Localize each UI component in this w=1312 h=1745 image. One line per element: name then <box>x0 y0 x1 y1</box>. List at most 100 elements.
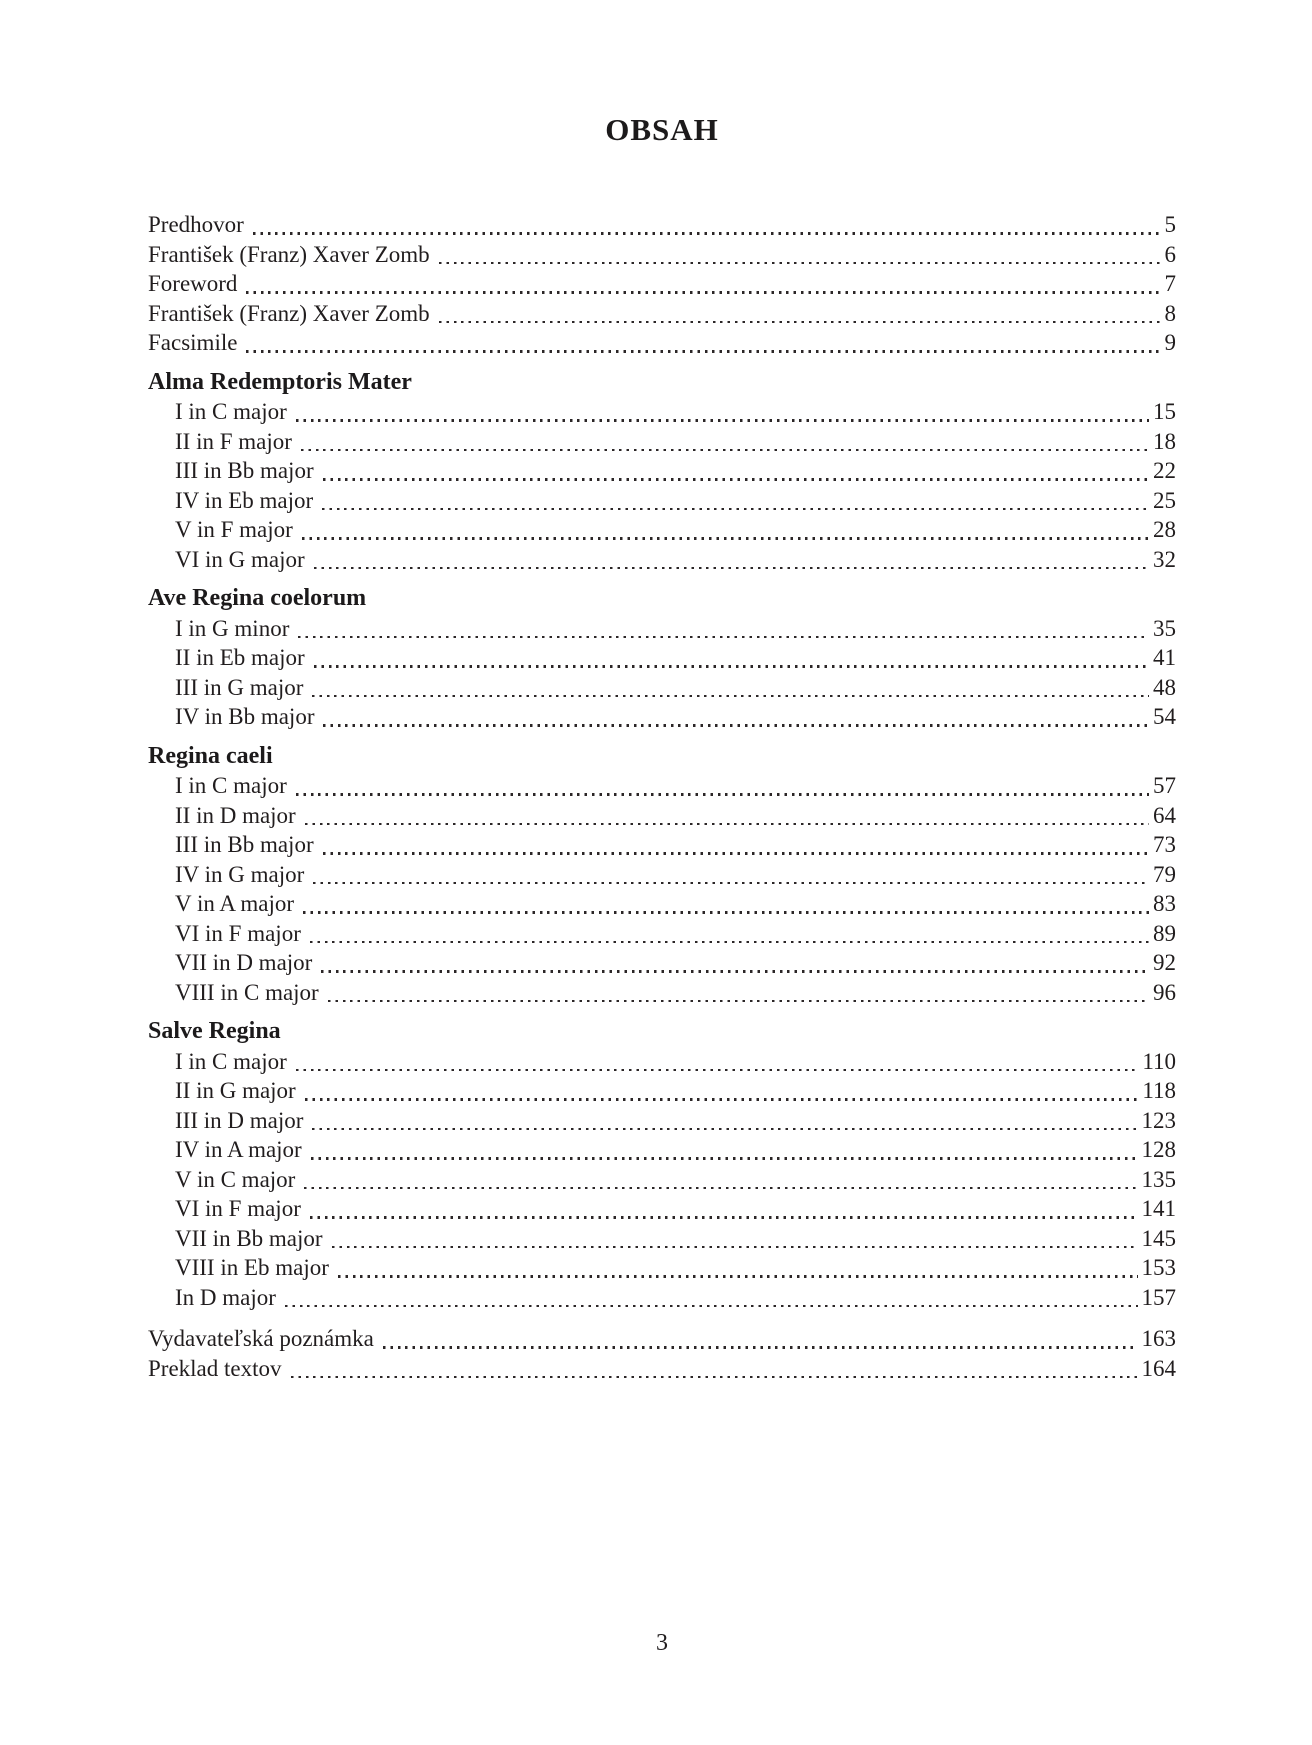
toc-entry: IV in A major 128 <box>148 1135 1176 1165</box>
dot-leader <box>305 643 1153 673</box>
toc-entry-label: III in Bb major <box>175 458 314 483</box>
toc-entry: V in F major 28 <box>148 515 1176 545</box>
toc-section-heading: Alma Redemptoris Mater <box>148 368 412 395</box>
dot-leader <box>276 1283 1142 1313</box>
toc-entry-label: V in C major <box>175 1166 296 1192</box>
toc-entry-label: VI in G major <box>175 546 305 572</box>
toc-entry: II in D major 64 <box>148 801 1176 831</box>
toc-entry-label: VII in Bb major <box>175 1225 323 1251</box>
toc-entry-label: II in F major <box>175 428 292 454</box>
dot-leader <box>319 978 1153 1008</box>
dot-leader <box>293 515 1153 545</box>
toc-entry-label: IV in G major <box>175 861 305 887</box>
dot-leader <box>289 614 1153 644</box>
toc-entry: VII in Bb major 145 <box>148 1224 1176 1254</box>
dot-leader <box>430 240 1165 270</box>
dot-leader <box>244 210 1165 240</box>
toc-entry-page: 15 <box>1153 399 1176 424</box>
toc-entry: II in G major 118 <box>148 1076 1176 1106</box>
toc-entry-page: 83 <box>1153 891 1176 916</box>
toc-entry-page: 57 <box>1153 773 1176 798</box>
toc-entry-page: 73 <box>1153 832 1176 857</box>
dot-leader <box>303 1106 1141 1136</box>
toc-entry: III in Bb major 22 <box>148 456 1176 486</box>
toc-entry-label: III in G major <box>175 674 304 700</box>
toc-section-heading: Regina caeli <box>148 742 273 769</box>
toc-entry-page: 25 <box>1153 487 1176 513</box>
toc-section-heading: Ave Regina coelorum <box>148 585 367 611</box>
toc-entry: IV in G major 79 <box>148 860 1176 890</box>
toc-entry: IV in Bb major 54 <box>148 702 1176 732</box>
dot-leader <box>305 545 1153 575</box>
toc-entry-label: III in Bb major <box>175 832 314 857</box>
toc-entry-page: 141 <box>1141 1196 1177 1221</box>
toc-entry-label: V in A major <box>175 891 295 916</box>
dot-leader <box>287 1047 1143 1077</box>
toc-entry-label: Preklad textov <box>148 1355 282 1381</box>
dot-leader <box>302 1135 1142 1165</box>
dot-leader <box>323 1224 1142 1254</box>
toc-entry-page: 7 <box>1164 271 1177 296</box>
toc-section-heading: Salve Regina <box>148 1018 281 1044</box>
toc-entry-page: 96 <box>1153 979 1176 1005</box>
dot-leader <box>329 1253 1142 1283</box>
toc-entry-page: 28 <box>1153 517 1176 542</box>
dot-leader <box>282 1354 1142 1384</box>
dot-leader <box>237 269 1164 299</box>
toc-entry-label: I in G minor <box>175 615 290 641</box>
toc-entry: III in D major 123 <box>148 1106 1176 1136</box>
dot-leader <box>313 486 1153 516</box>
dot-leader <box>296 801 1153 831</box>
dot-leader <box>294 889 1153 919</box>
footer-page-number: 3 <box>656 1630 668 1656</box>
toc-entry-label: I in C major <box>175 1048 287 1074</box>
toc-entry-page: 9 <box>1164 330 1177 355</box>
toc-entry-page: 18 <box>1153 428 1176 454</box>
toc-entry: VI in G major 32 <box>148 545 1176 575</box>
toc-entry-page: 48 <box>1153 674 1176 700</box>
toc-entry: VI in F major 141 <box>148 1194 1176 1224</box>
toc-entry-page: 64 <box>1153 802 1176 828</box>
dot-leader <box>314 702 1153 732</box>
toc-entry-page: 163 <box>1141 1326 1177 1351</box>
dot-leader <box>295 1165 1141 1195</box>
toc-entry: I in C major 110 <box>148 1047 1176 1077</box>
toc-entry: IV in Eb major 25 <box>148 486 1176 516</box>
dot-leader <box>303 673 1153 703</box>
toc-entry-page: 89 <box>1153 920 1176 946</box>
toc-entry-label: Predhovor <box>148 212 244 237</box>
toc-entry-label: IV in Eb major <box>175 487 314 513</box>
toc-entry: VIII in C major 96 <box>148 978 1176 1008</box>
dot-leader <box>287 771 1153 801</box>
toc-entry: I in C major 15 <box>148 397 1176 427</box>
toc-entry-page: 110 <box>1142 1048 1176 1074</box>
toc-entry-page: 79 <box>1153 861 1176 887</box>
toc-entry: III in Bb major 73 <box>148 830 1176 860</box>
toc-entry: Facsimile 9 <box>148 328 1176 358</box>
toc-entry-page: 123 <box>1141 1107 1177 1133</box>
toc-entry: III in G major 48 <box>148 673 1176 703</box>
toc-entry-label: VI in F major <box>175 1196 301 1221</box>
toc-entry: VIII in Eb major 153 <box>148 1253 1176 1283</box>
toc-entry-label: František (Franz) Xaver Zomb <box>148 300 430 326</box>
toc-entry: František (Franz) Xaver Zomb 8 <box>148 299 1176 329</box>
toc-entry-page: 135 <box>1141 1166 1177 1192</box>
toc-entry: V in C major 135 <box>148 1165 1176 1195</box>
toc-entry: In D major 157 <box>148 1283 1176 1313</box>
toc-entry-page: 8 <box>1164 300 1177 326</box>
page-title: OBSAH <box>605 112 719 147</box>
toc-entry-page: 164 <box>1141 1355 1177 1381</box>
toc-entry-label: II in Eb major <box>175 645 305 670</box>
dot-leader <box>287 397 1153 427</box>
dot-leader <box>296 1076 1143 1106</box>
toc-entry-page: 22 <box>1153 458 1176 483</box>
toc-entry: VI in F major 89 <box>148 919 1176 949</box>
toc-entry-label: Foreword <box>148 271 238 296</box>
dot-leader <box>314 456 1153 486</box>
dot-leader <box>301 1194 1142 1224</box>
toc-entry-label: II in D major <box>175 802 296 828</box>
toc-entry-page: 157 <box>1141 1284 1177 1310</box>
toc-entry: VII in D major 92 <box>148 948 1176 978</box>
dot-leader <box>314 830 1153 860</box>
toc-entry-label: František (Franz) Xaver Zomb <box>148 241 430 267</box>
